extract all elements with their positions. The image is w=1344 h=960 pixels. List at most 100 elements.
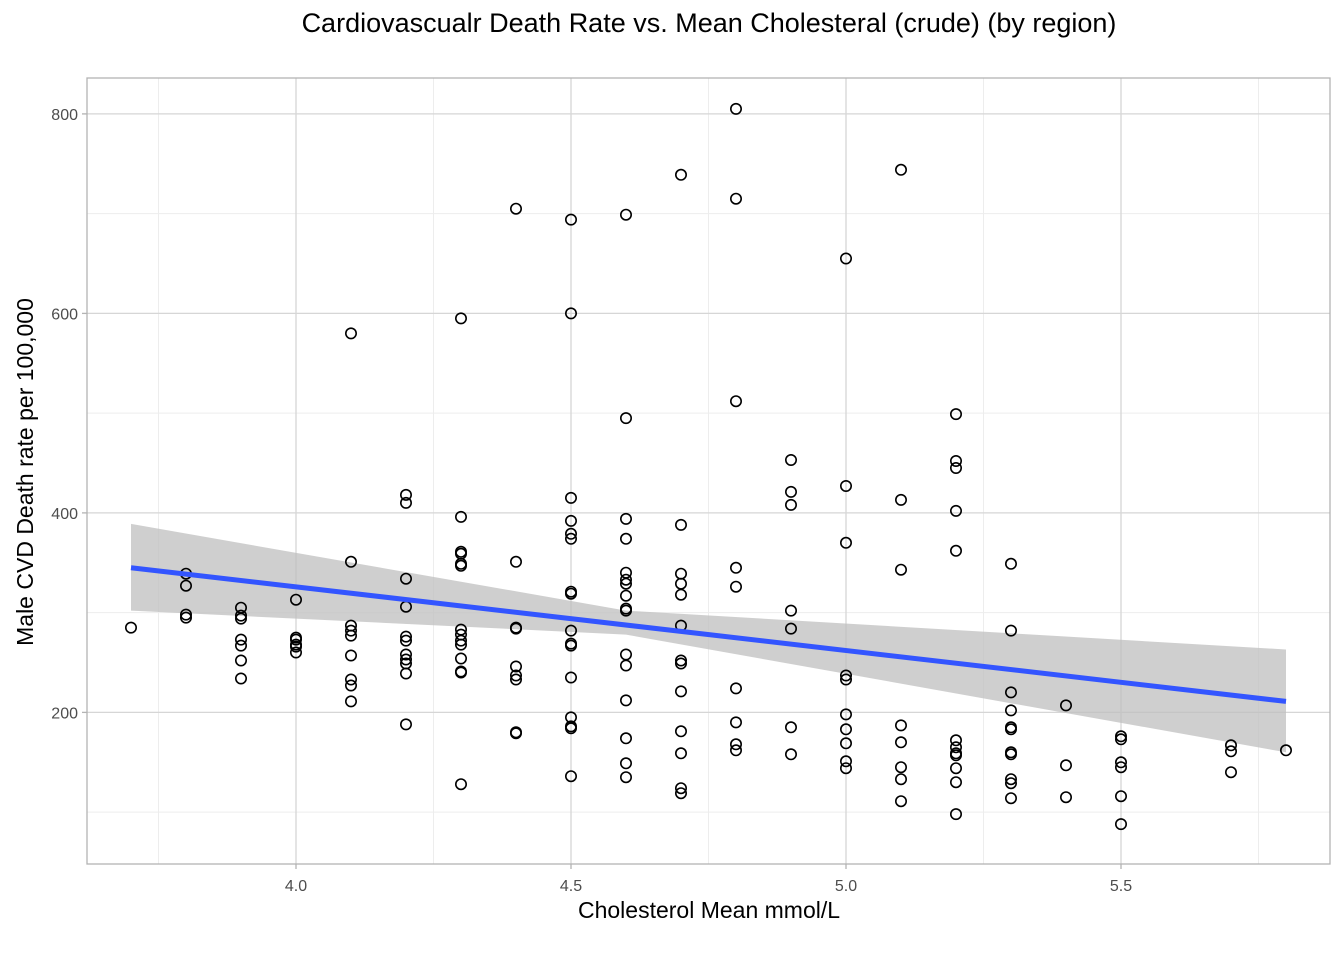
x-tick-label: 5.0 (835, 878, 857, 895)
data-point (674, 747, 687, 760)
panel-border (86, 77, 1331, 865)
data-point (454, 634, 467, 647)
data-point (1280, 744, 1293, 757)
data-point (839, 723, 852, 736)
data-point (839, 737, 852, 750)
data-point (949, 734, 962, 747)
data-point (839, 536, 852, 549)
data-point (509, 673, 522, 686)
data-point (344, 673, 357, 686)
y-tick-label: 600 (51, 306, 78, 323)
data-point (564, 532, 577, 545)
data-point (1004, 723, 1017, 736)
data-point (235, 639, 248, 652)
data-points (125, 102, 1293, 831)
data-point (949, 544, 962, 557)
data-point (894, 761, 907, 774)
data-point (1115, 818, 1128, 831)
data-point (399, 630, 412, 643)
data-point (674, 577, 687, 590)
data-point (619, 771, 632, 784)
data-point (619, 577, 632, 590)
data-point (509, 555, 522, 568)
data-point (894, 773, 907, 786)
data-point (784, 485, 797, 498)
data-point (399, 634, 412, 647)
data-point (1115, 790, 1128, 803)
data-point (454, 652, 467, 665)
data-point (729, 744, 742, 757)
data-point (454, 638, 467, 651)
data-point (1060, 791, 1073, 804)
data-point (344, 649, 357, 662)
data-point (399, 653, 412, 666)
data-point (1115, 733, 1128, 746)
data-point (894, 736, 907, 749)
data-point (619, 659, 632, 672)
data-point (289, 593, 302, 606)
data-point (399, 496, 412, 509)
data-point (344, 679, 357, 692)
data-point (564, 722, 577, 735)
data-point (674, 657, 687, 670)
data-point (894, 719, 907, 732)
data-point (619, 589, 632, 602)
data-point (949, 408, 962, 421)
data-point (1004, 704, 1017, 717)
data-point (564, 671, 577, 684)
data-point (564, 770, 577, 783)
data-point (839, 669, 852, 682)
data-point (235, 672, 248, 685)
data-point (454, 559, 467, 572)
data-point (180, 608, 193, 621)
data-point (619, 648, 632, 661)
data-point (344, 327, 357, 340)
data-point (784, 498, 797, 511)
data-point (1004, 686, 1017, 699)
data-point (564, 587, 577, 600)
data-point (729, 716, 742, 729)
data-point (949, 808, 962, 821)
data-point (729, 561, 742, 574)
data-point (235, 633, 248, 646)
data-point (784, 604, 797, 617)
data-point (564, 307, 577, 320)
data-point (839, 479, 852, 492)
data-point (839, 252, 852, 265)
data-point (289, 640, 302, 653)
data-point (619, 412, 632, 425)
data-point (1004, 624, 1017, 637)
data-point (1060, 699, 1073, 712)
data-point (949, 454, 962, 467)
data-point (399, 667, 412, 680)
y-axis-title: Male CVD Death rate per 100,000 (12, 298, 38, 646)
data-point (729, 738, 742, 751)
data-point (1060, 759, 1073, 772)
data-point (235, 609, 248, 622)
data-point (894, 563, 907, 576)
data-point (674, 725, 687, 738)
data-point (674, 168, 687, 181)
confidence-ribbon (131, 523, 1286, 753)
y-tick-label: 200 (51, 705, 78, 722)
data-point (1115, 761, 1128, 774)
data-point (344, 624, 357, 637)
data-point (949, 762, 962, 775)
data-point (399, 572, 412, 585)
data-point (564, 624, 577, 637)
data-point (784, 721, 797, 734)
data-point (235, 612, 248, 625)
data-point (564, 639, 577, 652)
x-tick-label: 4.5 (560, 878, 582, 895)
data-point (949, 461, 962, 474)
data-point (619, 208, 632, 221)
y-tick-label: 800 (51, 107, 78, 124)
data-point (564, 213, 577, 226)
data-point (839, 762, 852, 775)
data-point (1004, 748, 1017, 761)
x-axis-title: Cholesterol Mean mmol/L (578, 897, 840, 923)
data-point (180, 579, 193, 592)
x-tick-label: 4.0 (285, 878, 307, 895)
data-point (674, 588, 687, 601)
data-point (509, 727, 522, 740)
